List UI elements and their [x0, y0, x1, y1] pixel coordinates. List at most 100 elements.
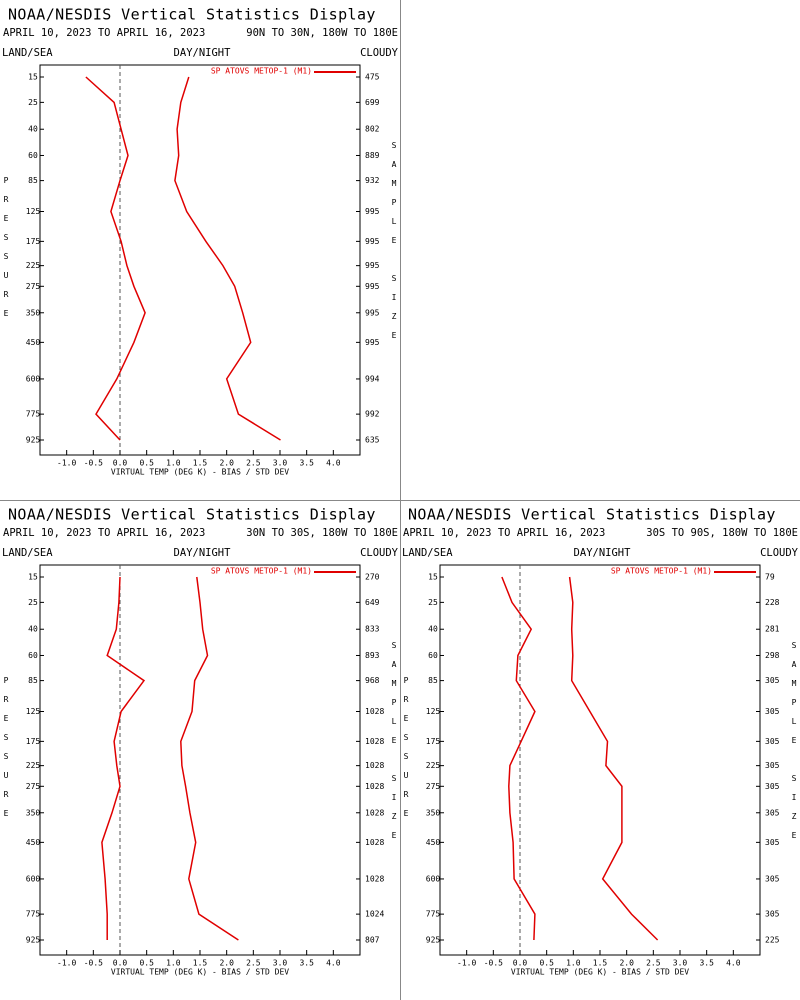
y2-axis-label: SAMPLE SIZE — [390, 641, 399, 850]
x-tick-label: 4.0 — [326, 459, 341, 468]
time-of-day: DAY/NIGHT — [174, 547, 232, 559]
y-tick-label: 85 — [428, 676, 438, 685]
sample-size: 995 — [365, 237, 380, 246]
y-tick-label: 225 — [26, 261, 41, 270]
y-tick-label: 40 — [28, 625, 38, 634]
x-tick-label: 2.0 — [619, 959, 634, 968]
y-tick-label: 450 — [26, 338, 41, 347]
y-tick-label: 350 — [426, 808, 441, 817]
y-tick-label: 925 — [26, 436, 41, 445]
sample-size: 995 — [365, 338, 380, 347]
x-tick-label: -1.0 — [57, 459, 76, 468]
x-tick-label: 0.5 — [139, 959, 154, 968]
y-tick-label: 775 — [426, 910, 441, 919]
sample-size: 1028 — [365, 782, 384, 791]
y-tick-label: 85 — [28, 676, 38, 685]
date-range: APRIL 10, 2023 TO APRIL 16, 2023 — [3, 527, 205, 539]
y-tick-label: 15 — [28, 573, 38, 582]
y-tick-label: 125 — [26, 207, 41, 216]
y-tick-label: 15 — [428, 573, 438, 582]
panel: NOAA/NESDIS Vertical Statistics Display A… — [402, 506, 799, 977]
x-tick-label: 0.0 — [113, 959, 128, 968]
time-of-day: DAY/NIGHT — [574, 547, 632, 559]
sample-size: 79 — [765, 573, 775, 582]
legend-label: SP ATOVS METOP-1 (M1) — [211, 67, 312, 76]
sample-size: 298 — [765, 651, 780, 660]
data-line — [101, 576, 146, 940]
surface: LAND/SEA — [402, 547, 453, 559]
data-line — [568, 576, 659, 941]
sample-size: 995 — [365, 207, 380, 216]
data-line — [85, 76, 146, 441]
sample-size: 305 — [765, 910, 780, 919]
y-axis-label: PRESSURE — [2, 176, 11, 328]
x-tick-label: 1.0 — [166, 459, 181, 468]
sample-size: 893 — [365, 651, 380, 660]
sample-size: 802 — [365, 125, 380, 134]
y-tick-label: 175 — [26, 237, 41, 246]
sample-size: 1028 — [365, 761, 384, 770]
y-tick-label: 25 — [428, 598, 438, 607]
y2-axis-label: SAMPLE SIZE — [790, 641, 799, 850]
data-line — [501, 576, 536, 941]
x-tick-label: 1.5 — [593, 959, 608, 968]
y-tick-label: 600 — [26, 874, 41, 883]
y-tick-label: 600 — [426, 874, 441, 883]
x-tick-label: 1.0 — [166, 959, 181, 968]
y-tick-label: 925 — [426, 936, 441, 945]
x-tick-label: 3.0 — [673, 959, 688, 968]
sky: CLOUDY — [360, 47, 399, 59]
x-tick-label: 1.0 — [566, 959, 581, 968]
sample-size: 305 — [765, 808, 780, 817]
sky: CLOUDY — [360, 547, 399, 559]
data-line — [180, 576, 239, 941]
x-tick-label: 0.5 — [139, 459, 154, 468]
y-tick-label: 25 — [28, 98, 38, 107]
y-tick-label: 85 — [28, 176, 38, 185]
sample-size: 649 — [365, 598, 380, 607]
x-tick-label: 2.0 — [219, 959, 234, 968]
plot-frame — [439, 564, 761, 956]
sample-size: 305 — [765, 707, 780, 716]
region: 90N TO 30N, 180W TO 180E — [246, 27, 398, 39]
y-tick-label: 350 — [26, 808, 41, 817]
sample-size: 995 — [365, 261, 380, 270]
sample-size: 305 — [765, 838, 780, 847]
x-tick-label: 2.0 — [219, 459, 234, 468]
x-tick-label: 3.5 — [699, 959, 714, 968]
x-tick-label: 4.0 — [326, 959, 341, 968]
x-tick-label: 2.5 — [246, 459, 261, 468]
y-tick-label: 275 — [26, 282, 41, 291]
surface: LAND/SEA — [2, 547, 53, 559]
x-tick-label: 3.5 — [299, 459, 314, 468]
y-tick-label: 40 — [428, 625, 438, 634]
legend-label: SP ATOVS METOP-1 (M1) — [211, 567, 312, 576]
y-tick-label: 60 — [428, 651, 438, 660]
y-tick-label: 350 — [26, 308, 41, 317]
sample-size: 994 — [365, 374, 380, 383]
sample-size: 995 — [365, 282, 380, 291]
sample-size: 1028 — [365, 707, 384, 716]
y-axis-label: PRESSURE — [2, 676, 11, 828]
x-tick-label: 2.5 — [246, 959, 261, 968]
sample-size: 807 — [365, 936, 380, 945]
y-tick-label: 450 — [26, 838, 41, 847]
legend-label: SP ATOVS METOP-1 (M1) — [611, 567, 712, 576]
sky: CLOUDY — [760, 547, 799, 559]
x-tick-label: 1.5 — [193, 959, 208, 968]
sample-size: 305 — [765, 874, 780, 883]
sample-size: 995 — [365, 308, 380, 317]
x-tick-label: 3.0 — [273, 959, 288, 968]
y-tick-label: 25 — [28, 598, 38, 607]
x-tick-label: 0.0 — [513, 959, 528, 968]
sample-size: 305 — [765, 676, 780, 685]
x-axis-label: VIRTUAL TEMP (DEG K) - BIAS / STD DEV — [111, 468, 289, 477]
plot-frame — [39, 64, 361, 456]
x-tick-label: 3.5 — [299, 959, 314, 968]
sample-size: 635 — [365, 436, 380, 445]
sample-size: 1028 — [365, 808, 384, 817]
sample-size: 889 — [365, 151, 380, 160]
x-tick-label: -1.0 — [457, 959, 476, 968]
y-tick-label: 275 — [426, 782, 441, 791]
